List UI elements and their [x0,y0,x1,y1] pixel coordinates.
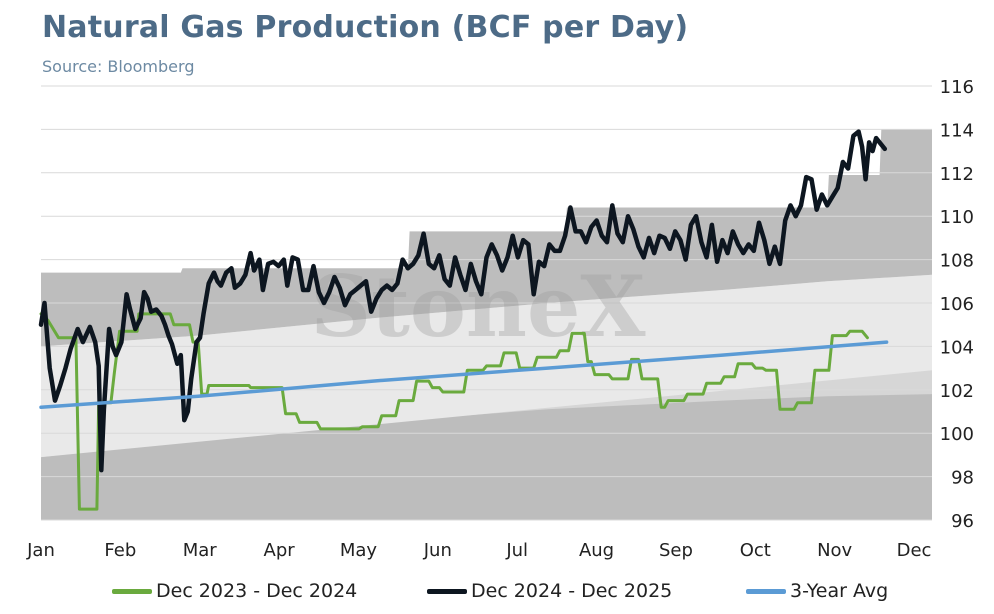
x-axis-ticks: Jan Feb Mar Apr May Jun Jul Aug Sep Oct Nov Dec [26,540,931,561]
y-tick-label: 104 [940,337,974,358]
series-line-3 [39,340,889,409]
legend-swatch-blue [746,588,786,594]
x-tick-label: Dec [897,540,932,561]
legend-item-3-year-avg: 3-Year Avg [746,580,888,602]
x-tick-label: Jan [26,540,55,561]
legend-item-dec2023-dec2024: Dec 2023 - Dec 2024 [112,580,357,602]
legend-label: Dec 2023 - Dec 2024 [156,580,358,602]
watermark-stonex: StoneX [310,257,646,356]
chart-subtitle: Source: Bloomberg [42,57,195,76]
legend-swatch-green [112,588,152,594]
y-tick-label: 100 [940,424,974,445]
y-tick-label: 102 [940,381,974,402]
legend: Dec 2023 - Dec 2024 Dec 2024 - Dec 2025 … [0,580,994,610]
x-tick-label: Feb [104,540,136,561]
legend-label: 3-Year Avg [790,580,889,602]
x-tick-label: Oct [740,540,771,561]
y-tick-label: 96 [951,511,974,532]
data-series [38,129,889,511]
chart-title: Natural Gas Production (BCF per Day) [42,10,689,45]
x-tick-label: Jul [505,540,528,561]
x-tick-label: Apr [264,540,296,561]
y-axis-ticks: 96 98 100 102 104 106 108 110 112 114 116 [940,77,974,532]
series-line-1 [39,312,869,511]
y-tick-label: 106 [940,294,974,315]
y-tick-label: 110 [940,207,974,228]
legend-label: Dec 2024 - Dec 2025 [471,580,673,602]
x-tick-label: Sep [659,540,693,561]
legend-item-dec2024-dec2025: Dec 2024 - Dec 2025 [427,580,672,602]
legend-swatch-black [427,588,467,594]
x-tick-label: Nov [817,540,852,561]
y-tick-label: 116 [940,77,974,98]
x-tick-label: Aug [579,540,614,561]
x-tick-label: Mar [183,540,218,561]
x-tick-label: May [340,540,378,561]
y-tick-label: 98 [951,468,974,489]
x-tick-label: Jun [423,540,452,561]
y-tick-label: 114 [940,120,974,141]
series-line-2 [38,129,888,473]
y-tick-label: 108 [940,251,974,272]
y-tick-label: 112 [940,164,974,185]
